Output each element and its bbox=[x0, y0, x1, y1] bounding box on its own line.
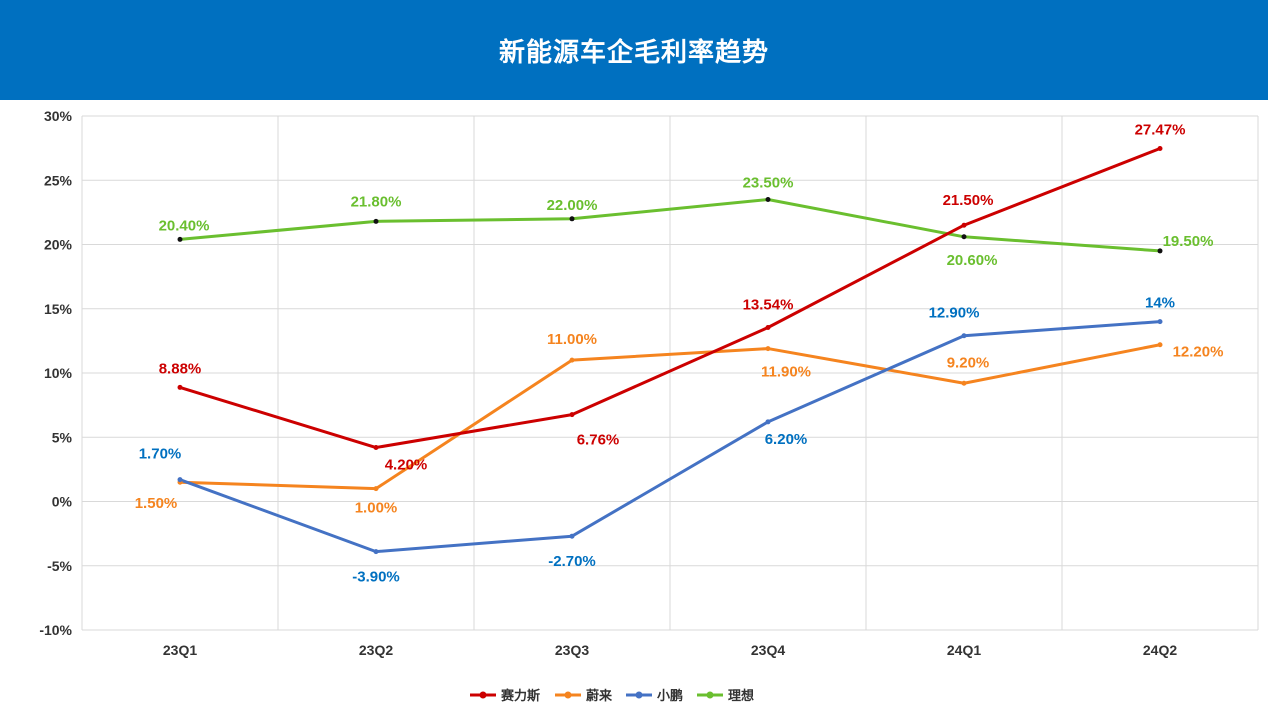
data-point bbox=[569, 412, 575, 418]
data-label: 13.54% bbox=[743, 297, 794, 314]
data-point bbox=[177, 384, 183, 390]
data-label: 20.60% bbox=[947, 252, 998, 269]
legend-marker bbox=[635, 691, 643, 699]
y-tick-label: 0% bbox=[52, 494, 73, 510]
data-point bbox=[569, 357, 575, 363]
x-tick-label: 24Q1 bbox=[947, 642, 981, 658]
y-tick-label: 5% bbox=[52, 429, 73, 445]
legend-label: 理想 bbox=[728, 688, 754, 704]
legend-marker bbox=[706, 691, 714, 699]
data-label: 27.47% bbox=[1135, 122, 1186, 139]
data-label: 19.50% bbox=[1163, 233, 1214, 250]
data-point bbox=[961, 234, 967, 240]
x-tick-label: 23Q4 bbox=[751, 642, 785, 658]
data-point bbox=[765, 325, 771, 331]
data-label: 11.00% bbox=[547, 331, 597, 348]
data-label: 1.50% bbox=[135, 495, 178, 512]
legend-label: 赛力斯 bbox=[500, 688, 540, 704]
data-label: 1.00% bbox=[355, 500, 398, 517]
data-label: 14% bbox=[1145, 295, 1175, 312]
data-point bbox=[765, 346, 771, 352]
legend-label: 蔚来 bbox=[586, 688, 613, 704]
x-tick-label: 24Q2 bbox=[1143, 642, 1177, 658]
data-point bbox=[961, 333, 967, 339]
grid-lines bbox=[81, 115, 1259, 631]
data-label: 21.80% bbox=[351, 193, 402, 210]
data-label: 4.20% bbox=[385, 457, 428, 474]
data-point bbox=[765, 419, 771, 425]
data-label: 6.20% bbox=[765, 431, 808, 448]
data-point bbox=[961, 380, 967, 386]
data-point bbox=[1157, 146, 1163, 152]
data-label: 6.76% bbox=[577, 432, 620, 449]
data-label: -3.90% bbox=[352, 569, 400, 586]
y-tick-label: 25% bbox=[44, 172, 73, 188]
x-axis: 23Q1 23Q2 23Q3 23Q4 24Q1 24Q2 bbox=[163, 642, 1177, 658]
data-point bbox=[1157, 248, 1163, 254]
data-point bbox=[569, 216, 575, 222]
y-tick-label: 30% bbox=[44, 108, 73, 124]
data-label: 12.90% bbox=[929, 305, 980, 322]
data-point bbox=[1157, 319, 1163, 325]
legend-label: 小鹏 bbox=[657, 688, 683, 704]
data-label: 12.20% bbox=[1173, 344, 1224, 361]
legend-marker bbox=[564, 691, 572, 699]
data-point bbox=[373, 549, 379, 555]
series-lines bbox=[179, 147, 1161, 554]
data-point bbox=[373, 218, 379, 224]
title-banner: 新能源车企毛利率趋势 bbox=[0, 0, 1268, 100]
x-tick-label: 23Q3 bbox=[555, 642, 589, 658]
series-line-3 bbox=[179, 198, 1161, 253]
legend-marker bbox=[479, 691, 487, 699]
data-labels: 20.40% 21.80% 22.00% 23.50% 20.60% 19.50% 1.50… bbox=[135, 122, 1224, 586]
data-label: 11.90% bbox=[761, 364, 811, 381]
data-label: 20.40% bbox=[159, 217, 210, 234]
chart-title: 新能源车企毛利率趋势 bbox=[498, 37, 769, 68]
data-point bbox=[765, 197, 771, 203]
series-line-0 bbox=[179, 147, 1161, 450]
series-line-1 bbox=[179, 343, 1161, 491]
data-point bbox=[961, 222, 967, 228]
data-point bbox=[373, 486, 379, 492]
data-point bbox=[569, 533, 575, 539]
data-label: 23.50% bbox=[743, 175, 794, 192]
data-label: 8.88% bbox=[159, 360, 202, 377]
legend: 赛力斯 蔚来 小鹏 理想 bbox=[470, 688, 754, 704]
data-label: 21.50% bbox=[943, 192, 994, 209]
data-point bbox=[373, 445, 379, 451]
data-point bbox=[177, 477, 183, 483]
data-point bbox=[177, 236, 183, 242]
data-point bbox=[1157, 342, 1163, 348]
data-label: 22.00% bbox=[547, 197, 598, 214]
y-tick-label: -10% bbox=[39, 622, 72, 638]
y-tick-label: 10% bbox=[44, 365, 73, 381]
data-points bbox=[177, 146, 1163, 555]
x-tick-label: 23Q1 bbox=[163, 642, 197, 658]
y-tick-label: 15% bbox=[44, 301, 73, 317]
data-label: -2.70% bbox=[548, 553, 596, 570]
data-label: 9.20% bbox=[947, 354, 990, 371]
y-tick-label: 20% bbox=[44, 237, 73, 253]
y-axis: -10% -5% 0% 5% 10% 15% 20% 25% 30% bbox=[39, 108, 72, 638]
y-tick-label: -5% bbox=[47, 558, 72, 574]
x-tick-label: 23Q2 bbox=[359, 642, 393, 658]
series-line-2 bbox=[179, 320, 1161, 554]
data-label: 1.70% bbox=[139, 446, 182, 463]
